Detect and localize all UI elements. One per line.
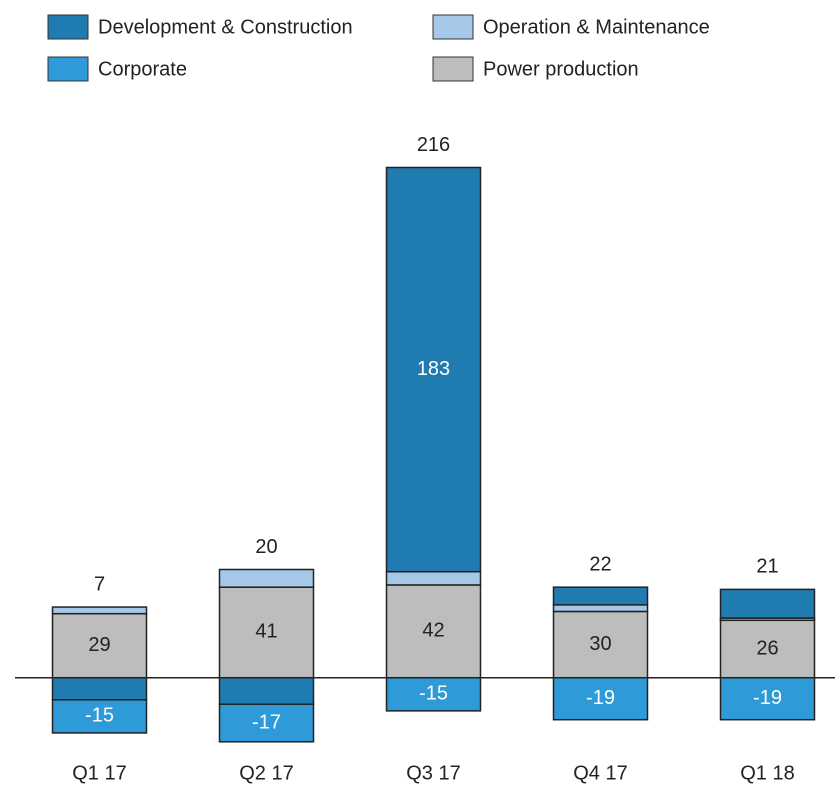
- segment-label: -19: [586, 687, 615, 709]
- bar-segment: [218, 568, 315, 588]
- legend-swatch: [47, 56, 89, 82]
- total-label: 7: [94, 573, 105, 595]
- x-tick-label: Q1 18: [740, 762, 794, 784]
- bar-segment: [719, 676, 816, 721]
- legend-swatch: [432, 56, 474, 82]
- x-tick-label: Q3 17: [406, 762, 460, 784]
- legend-swatch: [432, 14, 474, 40]
- bar-segment: [719, 588, 816, 619]
- segment-label: 42: [422, 620, 444, 642]
- segment-label: -15: [85, 705, 114, 727]
- bar-segment: [51, 612, 148, 679]
- segment-label: 30: [589, 633, 611, 655]
- segment-label: 26: [756, 637, 778, 659]
- total-label: 20: [255, 536, 277, 558]
- bar-segment: [719, 619, 816, 679]
- legend-label: Power production: [483, 58, 639, 80]
- bar-segment: [552, 604, 649, 613]
- x-tick-label: Q2 17: [239, 762, 293, 784]
- legend-label: Operation & Maintenance: [483, 16, 710, 38]
- segment-label: 41: [255, 621, 277, 643]
- segment-label: 29: [88, 634, 110, 656]
- bar-segment: [51, 676, 148, 701]
- legend-label: Development & Construction: [98, 16, 353, 38]
- bar-segment: [385, 570, 482, 586]
- bar-segment: [552, 586, 649, 606]
- bar-segment: [552, 676, 649, 721]
- bar-segment: [51, 699, 148, 734]
- bar-segment: [218, 676, 315, 705]
- segment-label: -17: [252, 711, 281, 733]
- total-label: 216: [417, 134, 450, 156]
- total-label: 22: [589, 553, 611, 575]
- x-tick-label: Q4 17: [573, 762, 627, 784]
- legend-swatch: [47, 14, 89, 40]
- bar-segment: [385, 166, 482, 573]
- segment-label: -15: [419, 683, 448, 705]
- bar-segment: [218, 703, 315, 743]
- segment-label: -19: [753, 687, 782, 709]
- total-label: 21: [756, 556, 778, 578]
- bar-segment: [552, 610, 649, 679]
- bar-segment: [385, 676, 482, 712]
- legend-label: Corporate: [98, 58, 187, 80]
- segment-label: 183: [417, 358, 450, 380]
- bar-segment: [51, 606, 148, 615]
- x-tick-label: Q1 17: [72, 762, 126, 784]
